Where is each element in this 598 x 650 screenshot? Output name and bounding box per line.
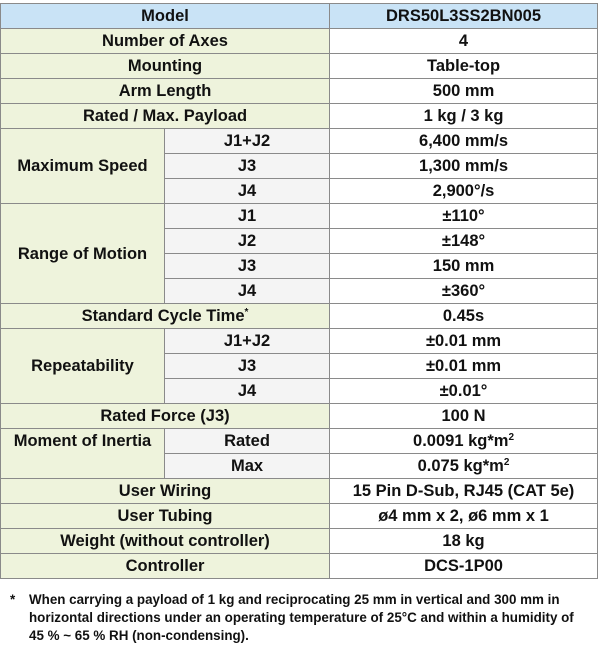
table-row-user-wiring: User Wiring 15 Pin D-Sub, RJ45 (CAT 5e) <box>0 478 598 504</box>
table-row-weight: Weight (without controller) 18 kg <box>0 528 598 554</box>
max-speed-sub-label: J4 <box>163 178 331 204</box>
repeatability-sub-label: J3 <box>163 353 331 379</box>
controller-value: DCS-1P00 <box>329 553 598 579</box>
range-value: ±148° <box>329 228 598 254</box>
table-row-max-speed-j1j2: Maximum Speed J1+J2 6,400 mm/s <box>0 128 598 204</box>
table-row-user-tubing: User Tubing ø4 mm x 2, ø6 mm x 1 <box>0 503 598 529</box>
repeatability-sub-label: J4 <box>163 378 331 404</box>
table-row-inertia-max: Max 0.075 kg*m2 <box>1 453 598 479</box>
table-row-range-j1: Range of Motion J1 ±110° <box>0 203 598 304</box>
user-wiring-label: User Wiring <box>0 478 331 504</box>
cycle-time-label: Standard Cycle Time* <box>0 303 331 329</box>
footnote-text: When carrying a payload of 1 kg and reci… <box>29 592 574 643</box>
model-value: DRS50L3SS2BN005 <box>329 3 598 29</box>
arm-length-value: 500 mm <box>329 78 598 104</box>
table-row-repeatability-j4: J4 ±0.01° <box>1 378 598 404</box>
table-row-axes: Number of Axes 4 <box>0 28 598 54</box>
payload-value: 1 kg / 3 kg <box>329 103 598 129</box>
table-row-mounting: Mounting Table-top <box>0 53 598 79</box>
repeatability-value: ±0.01 mm <box>329 353 598 379</box>
max-speed-value: 1,300 mm/s <box>329 153 598 179</box>
inertia-sub-label: Max <box>163 453 331 479</box>
table-row-repeatability-j1j2: Repeatability J1+J2 ±0.01 mm <box>0 328 598 404</box>
inertia-value: 0.075 kg*m2 <box>329 453 598 479</box>
inertia-sub-label: Rated <box>163 428 331 454</box>
axes-value: 4 <box>329 28 598 54</box>
axes-label: Number of Axes <box>0 28 331 54</box>
inertia-value: 0.0091 kg*m2 <box>329 428 598 454</box>
inertia-exponent: 2 <box>508 432 514 443</box>
range-sub-label: J4 <box>163 278 331 304</box>
range-sub-label: J1 <box>163 203 331 229</box>
max-speed-sub-label: J3 <box>163 153 331 179</box>
inertia-value-text: 0.075 kg*m <box>417 457 504 475</box>
table-row-range-j2: J2 ±148° <box>1 228 598 254</box>
user-tubing-label: User Tubing <box>0 503 331 529</box>
weight-label: Weight (without controller) <box>0 528 331 554</box>
table-row-payload: Rated / Max. Payload 1 kg / 3 kg <box>0 103 598 129</box>
repeatability-sub-label: J1+J2 <box>163 328 331 354</box>
footnote-marker: * <box>10 592 16 607</box>
max-speed-sub-label: J1+J2 <box>163 128 331 154</box>
repeatability-value: ±0.01 mm <box>329 328 598 354</box>
table-row-arm-length: Arm Length 500 mm <box>0 78 598 104</box>
arm-length-label: Arm Length <box>0 78 331 104</box>
weight-value: 18 kg <box>329 528 598 554</box>
mounting-value: Table-top <box>329 53 598 79</box>
table-row-rated-force: Rated Force (J3) 100 N <box>0 403 598 429</box>
repeatability-label: Repeatability <box>0 328 165 404</box>
max-speed-label: Maximum Speed <box>0 128 165 204</box>
rated-force-value: 100 N <box>329 403 598 429</box>
range-of-motion-label: Range of Motion <box>0 203 165 304</box>
table-row-range-j3: J3 150 mm <box>1 253 598 279</box>
table-row-repeatability-j3: J3 ±0.01 mm <box>1 353 598 379</box>
footnote: * When carrying a payload of 1 kg and re… <box>10 591 590 645</box>
cycle-time-label-text: Standard Cycle Time <box>81 307 245 325</box>
table-row-range-j4: J4 ±360° <box>1 278 598 304</box>
table-row-inertia-rated: Moment of Inertia Rated 0.0091 kg*m2 <box>0 428 598 479</box>
spec-table: Model DRS50L3SS2BN005 Number of Axes 4 M… <box>0 3 598 579</box>
table-row-model: Model DRS50L3SS2BN005 <box>0 3 598 29</box>
table-row-cycle-time: Standard Cycle Time* 0.45s <box>0 303 598 329</box>
range-value: ±110° <box>329 203 598 229</box>
table-row-controller: Controller DCS-1P00 <box>0 553 598 579</box>
table-row-max-speed-j3: J3 1,300 mm/s <box>1 153 598 179</box>
footnote-marker: * <box>244 307 249 318</box>
mounting-label: Mounting <box>0 53 331 79</box>
inertia-exponent: 2 <box>503 457 510 468</box>
max-speed-value: 2,900°/s <box>329 178 598 204</box>
model-label: Model <box>0 3 331 29</box>
rated-force-label: Rated Force (J3) <box>0 403 331 429</box>
range-sub-label: J3 <box>163 253 331 279</box>
user-wiring-value: 15 Pin D-Sub, RJ45 (CAT 5e) <box>329 478 598 504</box>
repeatability-value: ±0.01° <box>329 378 598 404</box>
payload-label: Rated / Max. Payload <box>0 103 331 129</box>
cycle-time-value: 0.45s <box>329 303 598 329</box>
max-speed-value: 6,400 mm/s <box>329 128 598 154</box>
range-value: ±360° <box>329 278 598 304</box>
range-value: 150 mm <box>329 253 598 279</box>
inertia-value-text: 0.0091 kg*m <box>413 432 509 450</box>
range-sub-label: J2 <box>163 228 331 254</box>
user-tubing-value: ø4 mm x 2, ø6 mm x 1 <box>329 503 598 529</box>
moment-of-inertia-label: Moment of Inertia <box>0 428 165 479</box>
controller-label: Controller <box>0 553 331 579</box>
